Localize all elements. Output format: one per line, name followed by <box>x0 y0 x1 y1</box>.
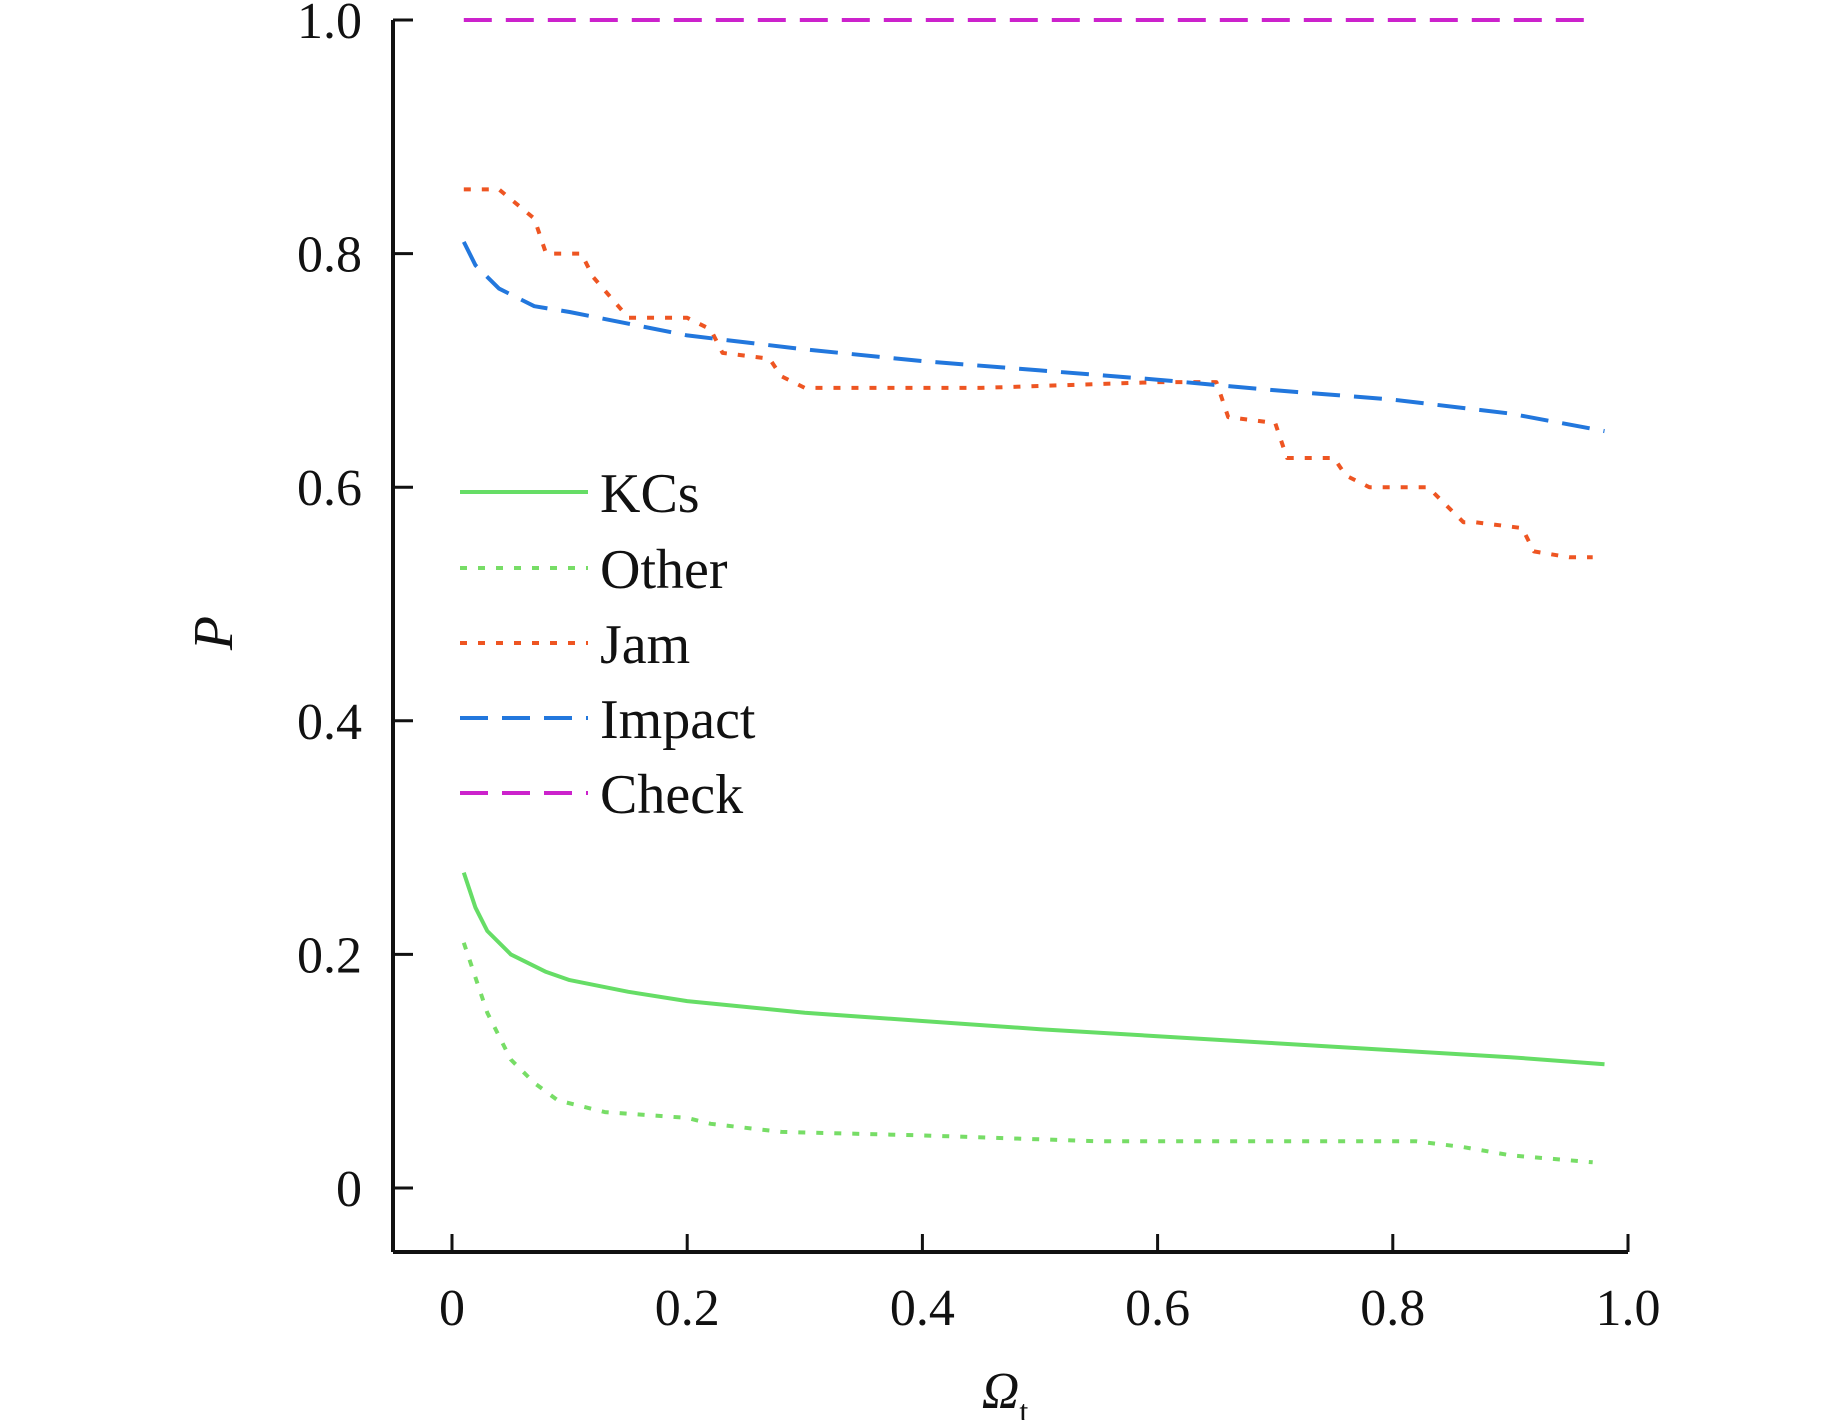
series-line-jam <box>463 187 1593 560</box>
y-axis-label: P <box>183 616 245 651</box>
legend-label-jam: Jam <box>600 614 690 676</box>
axes <box>391 20 1628 1254</box>
y-tick-label: 0.8 <box>297 227 362 284</box>
y-tick-label: 0 <box>336 1161 362 1218</box>
x-axis-label-main: Ω <box>982 1363 1020 1420</box>
legend: KCs Other Jam Impact Check <box>460 463 756 826</box>
ticks: 0 0.2 0.4 0.6 0.8 1.0 0 0.2 0.4 0.6 0.8 1.0 <box>297 0 1661 1337</box>
x-tick-label: 0 <box>439 1280 465 1337</box>
series-lines <box>461 18 1605 1165</box>
y-tick-label: 0.4 <box>297 694 362 751</box>
legend-label-check: Check <box>600 764 743 826</box>
x-axis-label-sub: t <box>1019 1393 1028 1420</box>
x-axis-label: Ωt <box>982 1363 1029 1420</box>
legend-label-other: Other <box>600 539 728 601</box>
y-tick-label: 0.6 <box>297 460 362 517</box>
x-tick-label: 0.6 <box>1125 1280 1190 1337</box>
series-line-impact <box>462 241 1605 434</box>
legend-label-impact: Impact <box>600 689 756 751</box>
series-line-kcs <box>461 871 1605 1067</box>
y-tick-label: 1.0 <box>297 0 362 50</box>
series-line-other <box>461 942 1593 1165</box>
y-tick-label: 0.2 <box>297 927 362 984</box>
x-tick-label: 0.4 <box>890 1280 955 1337</box>
x-tick-label: 1.0 <box>1596 1280 1661 1337</box>
legend-label-kcs: KCs <box>600 463 700 525</box>
x-tick-label: 0.2 <box>655 1280 720 1337</box>
x-tick-label: 0.8 <box>1360 1280 1425 1337</box>
